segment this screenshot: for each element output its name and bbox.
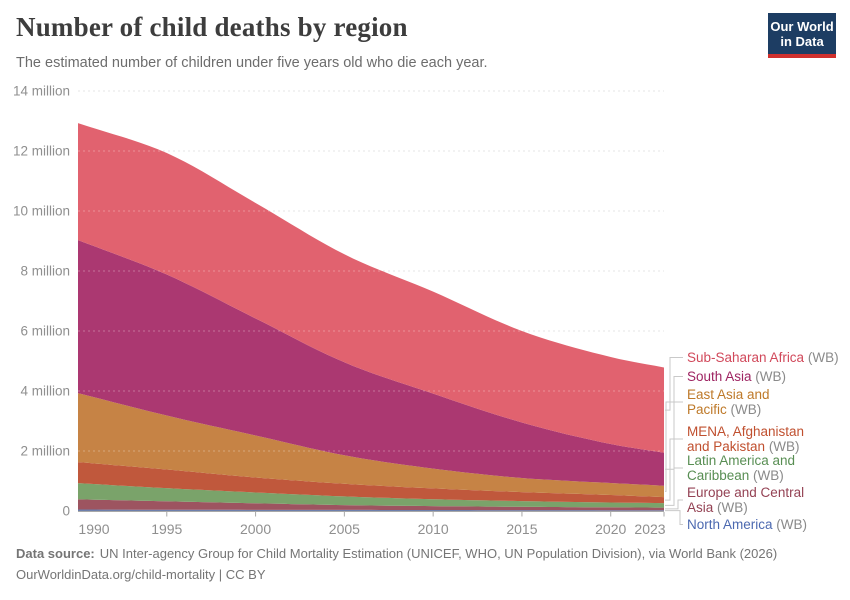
chart-url-link[interactable]: OurWorldinData.org/child-mortality — [16, 567, 216, 582]
owid-logo[interactable]: Our World in Data — [768, 13, 836, 58]
legend-item-mena-afghanistan-and-pakistan[interactable]: MENA, Afghanistan and Pakistan (WB) — [687, 424, 847, 454]
legend-label-line: South Asia (WB) — [687, 369, 787, 384]
data-source-label: Data source: — [16, 546, 95, 561]
y-axis-label: 10 million — [13, 204, 70, 219]
legend-item-sub-saharan-africa[interactable]: Sub-Saharan Africa (WB) — [687, 350, 847, 365]
page-title: Number of child deaths by region — [16, 12, 408, 42]
legend-leader-line — [665, 510, 683, 525]
chart-subtitle: The estimated number of children under f… — [16, 55, 488, 71]
legend-wb-suffix: (WB) — [765, 439, 800, 454]
y-axis-label: 0 — [62, 504, 70, 519]
legend-wb-suffix: (WB) — [726, 402, 762, 417]
area-sub-saharan-africa[interactable] — [78, 123, 664, 453]
x-axis-label: 2023 — [634, 521, 665, 537]
x-axis-label: 1990 — [78, 521, 109, 537]
footer-license-line: OurWorldinData.org/child-mortality | CC … — [16, 567, 266, 582]
legend-leader-line — [665, 467, 683, 506]
legend-label-line: Sub-Saharan Africa (WB) — [687, 350, 839, 365]
legend-label-line: Pacific (WB) — [687, 402, 762, 417]
legend-item-latin-america-and-caribbean[interactable]: Latin America and Caribbean (WB) — [687, 453, 847, 483]
y-axis-label: 8 million — [20, 264, 70, 279]
legend-wb-suffix: (WB) — [772, 517, 808, 532]
legend-wb-suffix: (WB) — [804, 350, 839, 365]
x-axis-label: 2020 — [595, 521, 626, 537]
legend-leader-line — [665, 499, 683, 510]
legend-label-line: and Pakistan (WB) — [687, 439, 800, 454]
legend-label-line: East Asia and — [687, 387, 770, 402]
x-axis-label: 1995 — [151, 521, 182, 537]
legend-item-east-asia-and-pacific[interactable]: East Asia and Pacific (WB) — [687, 387, 847, 417]
legend-label-line: Asia (WB) — [687, 500, 748, 515]
legend-label-line: North America (WB) — [687, 517, 808, 532]
legend-label-line: Caribbean (WB) — [687, 468, 784, 483]
license-link[interactable]: CC BY — [225, 567, 266, 582]
area-mena-afghanistan-and-pakistan[interactable] — [78, 462, 664, 504]
area-north-america[interactable] — [78, 509, 664, 512]
footer-divider: | — [215, 567, 226, 582]
x-axis-label: 2010 — [418, 521, 449, 537]
y-axis-label: 2 million — [20, 444, 70, 459]
legend-leader-line — [665, 357, 683, 411]
legend-wb-suffix: (WB) — [749, 468, 784, 483]
legend-item-south-asia[interactable]: South Asia (WB) — [687, 369, 847, 384]
legend-label-line: MENA, Afghanistan — [687, 424, 805, 439]
y-axis-label: 6 million — [20, 324, 70, 339]
area-europe-and-central-asia[interactable] — [78, 499, 664, 511]
legend-item-europe-and-central-asia[interactable]: Europe and Central Asia (WB) — [687, 485, 847, 515]
area-latin-america-and-caribbean[interactable] — [78, 483, 664, 508]
y-axis-label: 4 million — [20, 384, 70, 399]
data-source-text: UN Inter-agency Group for Child Mortalit… — [99, 546, 778, 561]
legend-leader-line — [665, 438, 683, 501]
area-east-asia-and-pacific[interactable] — [78, 393, 664, 498]
y-axis-label: 14 million — [13, 84, 70, 99]
legend-label-line: Europe and Central — [687, 485, 805, 500]
legend-label-line: Latin America and — [687, 453, 796, 468]
x-axis-label: 2015 — [506, 521, 537, 537]
footer-source-line: Data source: UN Inter-agency Group for Ch… — [16, 546, 836, 561]
area-south-asia[interactable] — [78, 240, 664, 486]
legend-leader-line — [665, 376, 683, 470]
x-axis-label: 2005 — [329, 521, 360, 537]
x-axis-label: 2000 — [240, 521, 271, 537]
legend-leader-line — [665, 401, 683, 492]
legend-wb-suffix: (WB) — [751, 369, 787, 384]
legend-wb-suffix: (WB) — [713, 500, 748, 515]
owid-logo-line1: Our World — [770, 19, 834, 34]
legend-item-north-america[interactable]: North America (WB) — [687, 517, 847, 532]
owid-logo-line2: in Data — [780, 34, 824, 49]
y-axis-label: 12 million — [13, 144, 70, 159]
